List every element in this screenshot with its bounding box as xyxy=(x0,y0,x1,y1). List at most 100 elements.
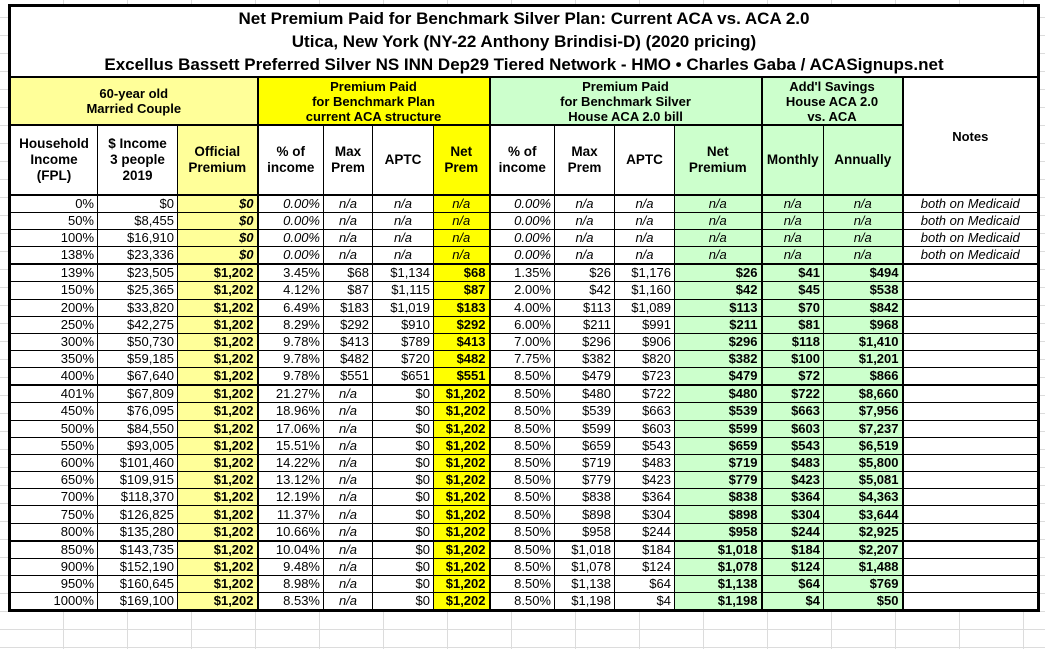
value-cell: n/a xyxy=(614,194,675,213)
value-cell: $482 xyxy=(433,350,491,369)
value-cell: 17.06% xyxy=(257,419,324,438)
table-row: 450% $76,095 $1,202 18.96% n/a $0 $1,202 8.50% $… xyxy=(9,402,1039,421)
value-cell: 0.00% xyxy=(257,194,324,213)
value-cell: $1,078 xyxy=(674,557,763,576)
value-cell: $0 xyxy=(372,384,434,404)
value-cell: $543 xyxy=(614,436,675,455)
value-cell: n/a xyxy=(433,246,491,266)
table-row: 500% $84,550 $1,202 17.06% n/a $0 $1,202 8.50% $… xyxy=(9,419,1039,438)
value-cell: $143,735 xyxy=(97,540,178,559)
value-cell: n/a xyxy=(761,194,824,213)
value-cell: n/a xyxy=(323,592,373,611)
value-cell: n/a xyxy=(614,229,675,248)
value-cell: $100 xyxy=(761,350,824,369)
value-cell: 15.51% xyxy=(257,436,324,455)
value-cell: n/a xyxy=(323,229,373,248)
value-cell: n/a xyxy=(372,194,434,213)
notes-cell: both on Medicaid xyxy=(902,194,1039,213)
value-cell: 150% xyxy=(9,281,98,300)
value-cell: $719 xyxy=(674,453,763,473)
value-cell: 8.29% xyxy=(257,315,324,334)
table-row: 550% $93,005 $1,202 15.51% n/a $0 $1,202 8.50% $… xyxy=(9,436,1039,455)
value-cell: $1,202 xyxy=(177,281,259,300)
table-row: 138% $23,336 $0 0.00% n/a n/a n/a 0.00% n/a n/a n/… xyxy=(9,246,1039,266)
value-cell: $87 xyxy=(323,281,373,300)
value-cell: $479 xyxy=(554,367,615,387)
value-cell: $1,202 xyxy=(177,522,259,542)
value-cell: $1,160 xyxy=(614,281,675,300)
col-header-aca-pct-income: % of income xyxy=(257,124,324,196)
table-row: 350% $59,185 $1,202 9.78% $482 $720 $482 7.75% $… xyxy=(9,350,1039,369)
value-cell: $50 xyxy=(823,592,904,611)
value-cell: 10.66% xyxy=(257,522,324,542)
value-cell: n/a xyxy=(674,211,763,231)
value-cell: n/a xyxy=(761,246,824,266)
group-header-demographic: 60-year old Married Couple xyxy=(9,76,259,126)
value-cell: 0.00% xyxy=(257,211,324,231)
value-cell: $906 xyxy=(614,332,675,352)
value-cell: 1000% xyxy=(9,592,98,611)
value-cell: $1,202 xyxy=(177,384,259,404)
value-cell: $68 xyxy=(433,263,491,283)
value-cell: n/a xyxy=(823,211,904,231)
value-cell: $719 xyxy=(554,453,615,473)
table-body: 0% $0 $0 0.00% n/a n/a n/a 0.00% n/a n/a n/a n/a n/a… xyxy=(9,194,1039,611)
value-cell: $33,820 xyxy=(97,298,178,317)
value-cell: $1,138 xyxy=(674,574,763,594)
table-row: 300% $50,730 $1,202 9.78% $413 $789 $413 7.00% $… xyxy=(9,332,1039,352)
value-cell: $4,363 xyxy=(823,488,904,507)
value-cell: $304 xyxy=(614,505,675,524)
col-header-aca-net-prem: Net Prem xyxy=(433,124,491,196)
value-cell: $124 xyxy=(761,557,824,576)
value-cell: $779 xyxy=(674,471,763,490)
value-cell: 350% xyxy=(9,350,98,369)
value-cell: $64 xyxy=(761,574,824,594)
value-cell: $1,202 xyxy=(433,574,491,594)
value-cell: $480 xyxy=(554,384,615,404)
value-cell: $1,198 xyxy=(554,592,615,611)
value-cell: n/a xyxy=(323,211,373,231)
value-cell: 7.00% xyxy=(489,332,555,352)
value-cell: $25,365 xyxy=(97,281,178,300)
table-row: 400% $67,640 $1,202 9.78% $551 $651 $551 8.50% $… xyxy=(9,367,1039,387)
value-cell: 8.50% xyxy=(489,453,555,473)
notes-cell xyxy=(902,419,1039,438)
value-cell: 0.00% xyxy=(489,211,555,231)
value-cell: 300% xyxy=(9,332,98,352)
value-cell: $494 xyxy=(823,263,904,283)
value-cell: 8.50% xyxy=(489,367,555,387)
value-cell: $480 xyxy=(674,384,763,404)
value-cell: $7,956 xyxy=(823,402,904,421)
notes-cell: both on Medicaid xyxy=(902,246,1039,266)
premium-comparison-table: Net Premium Paid for Benchmark Silver Pl… xyxy=(8,4,1040,612)
value-cell: $0 xyxy=(372,522,434,542)
value-cell: n/a xyxy=(372,229,434,248)
value-cell: $722 xyxy=(614,384,675,404)
value-cell: $0 xyxy=(372,505,434,524)
value-cell: $1,202 xyxy=(177,350,259,369)
table-row: 200% $33,820 $1,202 6.49% $183 $1,019 $183 4.00… xyxy=(9,298,1039,317)
value-cell: 139% xyxy=(9,263,98,283)
notes-cell: both on Medicaid xyxy=(902,211,1039,231)
value-cell: 50% xyxy=(9,211,98,231)
value-cell: $292 xyxy=(323,315,373,334)
value-cell: n/a xyxy=(554,229,615,248)
value-cell: 850% xyxy=(9,540,98,559)
value-cell: $769 xyxy=(823,574,904,594)
value-cell: n/a xyxy=(761,211,824,231)
col-header-income-dollars: $ Income 3 people 2019 xyxy=(97,124,178,196)
value-cell: n/a xyxy=(323,453,373,473)
value-cell: $958 xyxy=(674,522,763,542)
value-cell: 8.50% xyxy=(489,402,555,421)
value-cell: $45 xyxy=(761,281,824,300)
value-cell: $26 xyxy=(674,263,763,283)
value-cell: $0 xyxy=(372,488,434,507)
value-cell: $663 xyxy=(614,402,675,421)
value-cell: 450% xyxy=(9,402,98,421)
notes-cell xyxy=(902,384,1039,404)
value-cell: $84,550 xyxy=(97,419,178,438)
value-cell: $2,925 xyxy=(823,522,904,542)
value-cell: $1,202 xyxy=(177,402,259,421)
value-cell: $184 xyxy=(614,540,675,559)
